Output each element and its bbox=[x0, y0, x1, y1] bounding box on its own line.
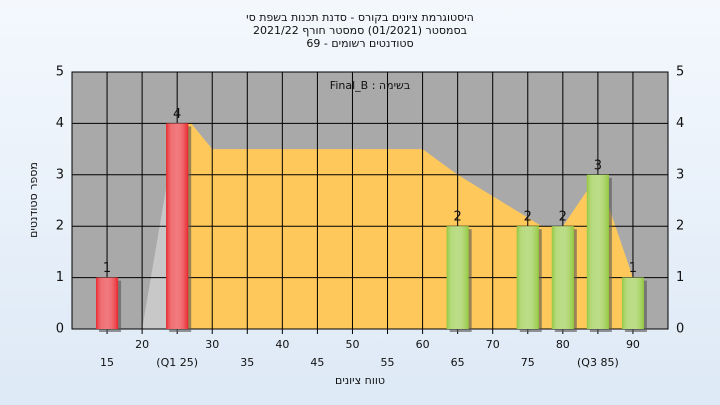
y-tick-label: 3 bbox=[56, 167, 64, 182]
y-tick-label: 4 bbox=[56, 116, 64, 131]
x-tick-label: 60 bbox=[416, 338, 430, 351]
x-tick-label: 15 bbox=[100, 356, 114, 369]
x-tick-label: 80 bbox=[556, 338, 570, 351]
chart-subtitle: בסמסטר (01/2021) סמסטר חורף 2021/22 bbox=[253, 24, 467, 37]
bar-shine bbox=[516, 226, 539, 329]
x-tick-label: 40 bbox=[275, 338, 289, 351]
bar-shine bbox=[586, 174, 609, 329]
data-label: 3 bbox=[594, 158, 602, 173]
chart-title: היסטוגרמת ציונים בקורס - סדנת תכנות בשפת… bbox=[246, 11, 474, 24]
x-tick-label: 50 bbox=[345, 338, 359, 351]
y-axis-label: מספר סטודנטים bbox=[27, 162, 40, 238]
y-tick-label: 0 bbox=[56, 322, 64, 337]
bar-shine bbox=[446, 226, 469, 329]
data-label: 1 bbox=[103, 261, 111, 276]
y2-tick-label: 5 bbox=[676, 65, 684, 80]
x-tick-label: 30 bbox=[205, 338, 219, 351]
x-tick-label: 65 bbox=[451, 356, 465, 369]
chart-subtitle: סטודנטים רשומים - 69 bbox=[306, 37, 413, 50]
data-label: 1 bbox=[629, 261, 637, 276]
y-tick-label: 1 bbox=[56, 270, 64, 285]
x-tick-label: 35 bbox=[240, 356, 254, 369]
x-tick-label: 90 bbox=[626, 338, 640, 351]
y2-tick-label: 1 bbox=[676, 270, 684, 285]
data-label: 2 bbox=[454, 210, 462, 225]
y-tick-label: 2 bbox=[56, 219, 64, 234]
x-tick-label: 75 bbox=[521, 356, 535, 369]
bar-shine bbox=[551, 226, 574, 329]
data-label: 2 bbox=[524, 210, 532, 225]
x-tick-label: (Q3 85) bbox=[577, 356, 619, 369]
y2-tick-label: 3 bbox=[676, 167, 684, 182]
data-label: 2 bbox=[559, 210, 567, 225]
annotation: Final_B : בשימה bbox=[330, 79, 410, 92]
bar-shine bbox=[96, 277, 119, 329]
data-label: 4 bbox=[173, 107, 181, 122]
y-tick-label: 5 bbox=[56, 65, 64, 80]
y2-tick-label: 4 bbox=[676, 116, 684, 131]
x-tick-label: 70 bbox=[486, 338, 500, 351]
x-tick-label: (Q1 25) bbox=[156, 356, 198, 369]
bar-shine bbox=[166, 123, 189, 330]
y2-tick-label: 2 bbox=[676, 219, 684, 234]
y2-tick-label: 0 bbox=[676, 322, 684, 337]
plot-border bbox=[71, 71, 669, 330]
x-tick-label: 45 bbox=[310, 356, 324, 369]
x-axis-label: טווח ציונים bbox=[335, 374, 385, 387]
bar-shine bbox=[621, 277, 644, 329]
x-tick-label: 55 bbox=[381, 356, 395, 369]
x-tick-label: 20 bbox=[135, 338, 149, 351]
